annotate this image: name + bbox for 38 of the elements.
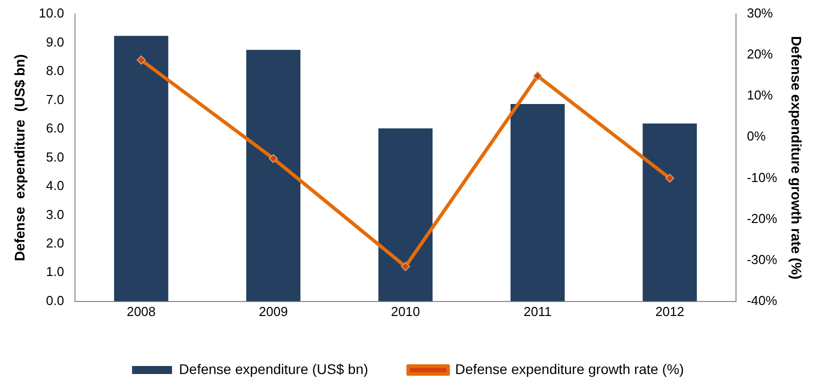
y-tick-label: 2.0 (46, 236, 64, 250)
y-tick-label: 0.0 (46, 292, 64, 308)
point (136, 55, 146, 64)
y-tick-label: 10.0 (38, 6, 64, 21)
y-tick-label: 6.0 (46, 120, 64, 136)
x-tick-label: 2012 (655, 304, 684, 319)
point (400, 262, 410, 271)
point (268, 154, 278, 164)
bar (510, 104, 565, 302)
y2-axis-title: Defense expenditure growth rate (%) (788, 36, 805, 280)
x-tick-label: 2009 (258, 304, 288, 319)
y-tick-label: 4.0 (46, 178, 64, 194)
bar (642, 124, 697, 302)
y-tick-label: 7.0 (46, 92, 64, 107)
x-tick-label: 2010 (391, 304, 420, 319)
y-tick-label: 9.0 (46, 34, 64, 50)
y-tick-label: 5.0 (46, 149, 64, 164)
y-tick-label: 8.0 (46, 63, 64, 78)
point (533, 71, 542, 80)
bar (114, 36, 168, 302)
y-tick-label: 3.0 (46, 206, 64, 222)
y2-tick-label: 0% (746, 128, 766, 144)
y2-tick-label: -30% (746, 252, 778, 267)
y2-tick-label: 20% (746, 46, 774, 62)
y2-tick-label: -10% (746, 170, 778, 185)
x-tick-label: 2008 (126, 304, 156, 319)
bar (378, 128, 433, 302)
point (665, 174, 674, 183)
legend-label: Defense expenditure (US$ bn) (179, 360, 368, 377)
bar (246, 50, 300, 302)
y-tick-label: 1.0 (46, 264, 64, 280)
x-tick-label: 2011 (524, 304, 552, 319)
legend-label: Defense expenditure growth rate (%) (455, 360, 684, 377)
y2-tick-label: 10% (746, 88, 774, 103)
y2-tick-label: 30% (746, 6, 774, 21)
y2-tick-label: -20% (746, 210, 778, 226)
y-axis-title: Defense expenditure (US$ bn) (11, 54, 28, 262)
y2-tick-label: -40% (746, 292, 778, 308)
